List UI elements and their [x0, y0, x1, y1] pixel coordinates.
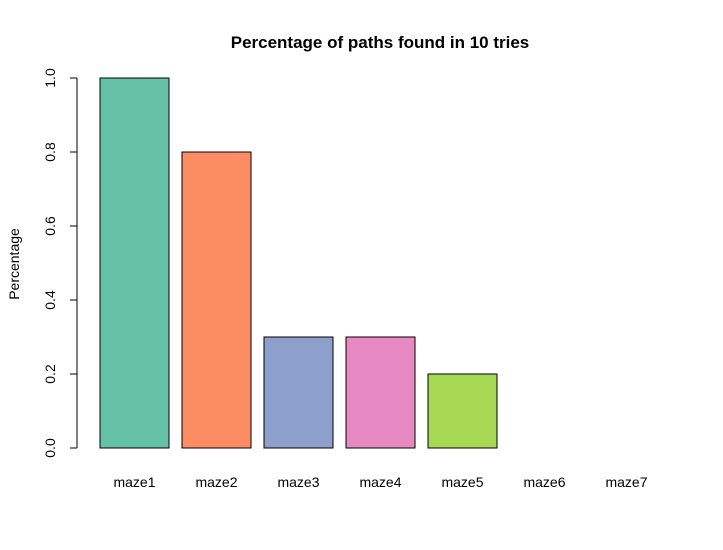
x-category-label: maze5: [441, 474, 483, 490]
bars: [99, 77, 498, 449]
x-category-label: maze6: [523, 474, 565, 490]
x-category-label: maze1: [113, 474, 155, 490]
x-category-label: maze4: [359, 474, 401, 490]
x-category-label: maze3: [277, 474, 319, 490]
bar-maze3: [263, 336, 334, 449]
y-tick-label: 0.0: [42, 438, 58, 458]
x-category-label: maze2: [195, 474, 237, 490]
bar-maze5: [427, 373, 498, 449]
bar-maze1: [99, 77, 170, 449]
x-category-label: maze7: [605, 474, 647, 490]
bar-maze4: [345, 336, 416, 449]
bar-maze2: [181, 151, 252, 449]
y-tick-label: 0.6: [42, 216, 58, 236]
x-axis-labels: maze1 maze2 maze3 maze4 maze5 maze6 maze7: [113, 474, 647, 490]
y-tick-label: 0.4: [42, 290, 58, 310]
y-tick-label: 1.0: [42, 68, 58, 88]
chart-title: Percentage of paths found in 10 tries: [231, 33, 530, 52]
y-tick-label: 0.2: [42, 364, 58, 384]
y-tick-label: 0.8: [42, 142, 58, 162]
y-axis-title: Percentage: [6, 228, 22, 300]
y-axis: 0.0 0.2 0.4 0.6 0.8 1.0: [42, 68, 78, 458]
